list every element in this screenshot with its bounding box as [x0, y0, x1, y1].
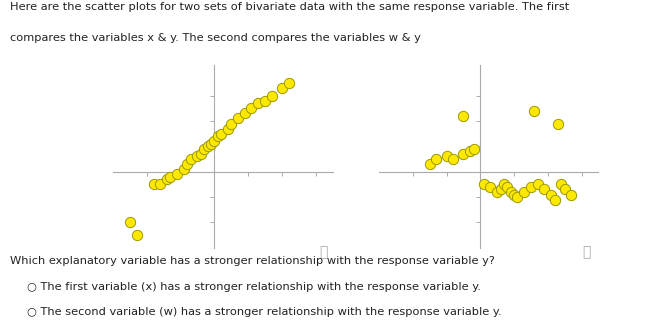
Point [162, 177, 172, 182]
Point [259, 98, 270, 103]
Point [209, 139, 219, 144]
Text: ○ The second variable (w) has a stronger relationship with the response variable: ○ The second variable (w) has a stronger… [27, 307, 501, 317]
Point [155, 182, 166, 187]
Point [199, 146, 209, 152]
Point [525, 184, 536, 189]
Point [182, 161, 193, 167]
Point [546, 192, 557, 197]
Point [529, 108, 540, 113]
Point [465, 149, 475, 154]
Point [519, 189, 529, 195]
Text: ⌕: ⌕ [583, 246, 591, 259]
Point [559, 187, 570, 192]
Point [202, 144, 213, 149]
Text: ○ The first variable (x) has a stronger relationship with the response variable : ○ The first variable (x) has a stronger … [27, 282, 481, 292]
Point [448, 156, 459, 162]
Point [442, 154, 452, 159]
Point [556, 182, 567, 187]
Point [283, 80, 294, 85]
Point [502, 184, 513, 189]
Point [267, 93, 277, 98]
Point [424, 161, 435, 167]
Point [549, 197, 560, 202]
Point [499, 182, 509, 187]
Point [533, 182, 543, 187]
Point [212, 134, 223, 139]
Point [148, 182, 159, 187]
Point [192, 154, 203, 159]
Point [492, 189, 503, 195]
Point [505, 189, 516, 195]
Point [458, 113, 469, 119]
Point [186, 156, 196, 162]
Point [226, 121, 237, 126]
Point [495, 187, 506, 192]
Point [539, 187, 550, 192]
Text: Which explanatory variable has a stronger relationship with the response variabl: Which explanatory variable has a stronge… [10, 256, 495, 266]
Point [553, 121, 563, 126]
Point [478, 182, 489, 187]
Point [223, 126, 233, 131]
Point [233, 116, 243, 121]
Point [468, 146, 479, 152]
Point [566, 192, 577, 197]
Point [512, 194, 523, 200]
Point [239, 111, 250, 116]
Point [165, 174, 176, 179]
Point [277, 85, 287, 91]
Point [179, 167, 190, 172]
Point [124, 220, 135, 225]
Point [431, 156, 442, 162]
Point [205, 141, 216, 146]
Text: ⌕: ⌕ [320, 246, 328, 259]
Point [215, 131, 226, 136]
Point [458, 151, 469, 156]
Point [196, 151, 206, 156]
Point [253, 101, 263, 106]
Point [509, 192, 519, 197]
Point [485, 184, 496, 189]
Text: Here are the scatter plots for two sets of bivariate data with the same response: Here are the scatter plots for two sets … [10, 2, 569, 12]
Point [132, 232, 142, 238]
Text: compares the variables x & y. The second compares the variables w & y: compares the variables x & y. The second… [10, 33, 421, 43]
Point [246, 106, 257, 111]
Point [172, 171, 182, 177]
